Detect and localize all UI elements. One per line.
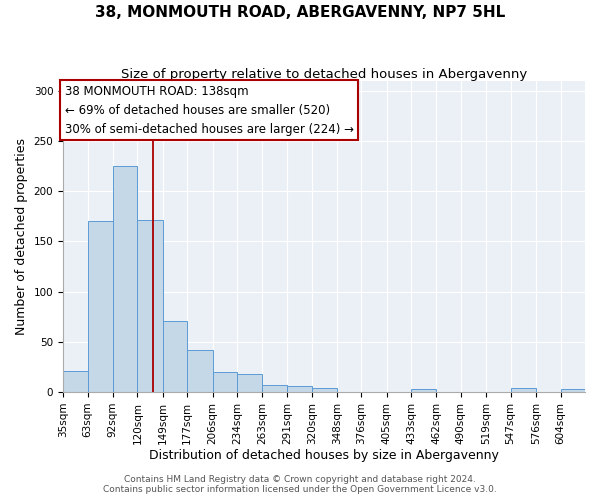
Bar bbox=[411, 389, 436, 392]
Bar bbox=[113, 166, 137, 392]
Bar bbox=[88, 221, 113, 392]
Text: 38 MONMOUTH ROAD: 138sqm
← 69% of detached houses are smaller (520)
30% of semi-: 38 MONMOUTH ROAD: 138sqm ← 69% of detach… bbox=[65, 84, 354, 136]
Bar bbox=[63, 371, 88, 392]
X-axis label: Distribution of detached houses by size in Abergavenny: Distribution of detached houses by size … bbox=[149, 450, 499, 462]
Bar bbox=[212, 372, 237, 392]
Title: Size of property relative to detached houses in Abergavenny: Size of property relative to detached ho… bbox=[121, 68, 527, 80]
Bar bbox=[262, 385, 287, 392]
Bar bbox=[287, 386, 312, 392]
Text: 38, MONMOUTH ROAD, ABERGAVENNY, NP7 5HL: 38, MONMOUTH ROAD, ABERGAVENNY, NP7 5HL bbox=[95, 5, 505, 20]
Bar bbox=[137, 220, 163, 392]
Bar bbox=[237, 374, 262, 392]
Text: Contains HM Land Registry data © Crown copyright and database right 2024.
Contai: Contains HM Land Registry data © Crown c… bbox=[103, 474, 497, 494]
Y-axis label: Number of detached properties: Number of detached properties bbox=[15, 138, 28, 335]
Bar bbox=[163, 320, 187, 392]
Bar bbox=[560, 389, 585, 392]
Bar bbox=[187, 350, 212, 392]
Bar bbox=[511, 388, 536, 392]
Bar bbox=[312, 388, 337, 392]
